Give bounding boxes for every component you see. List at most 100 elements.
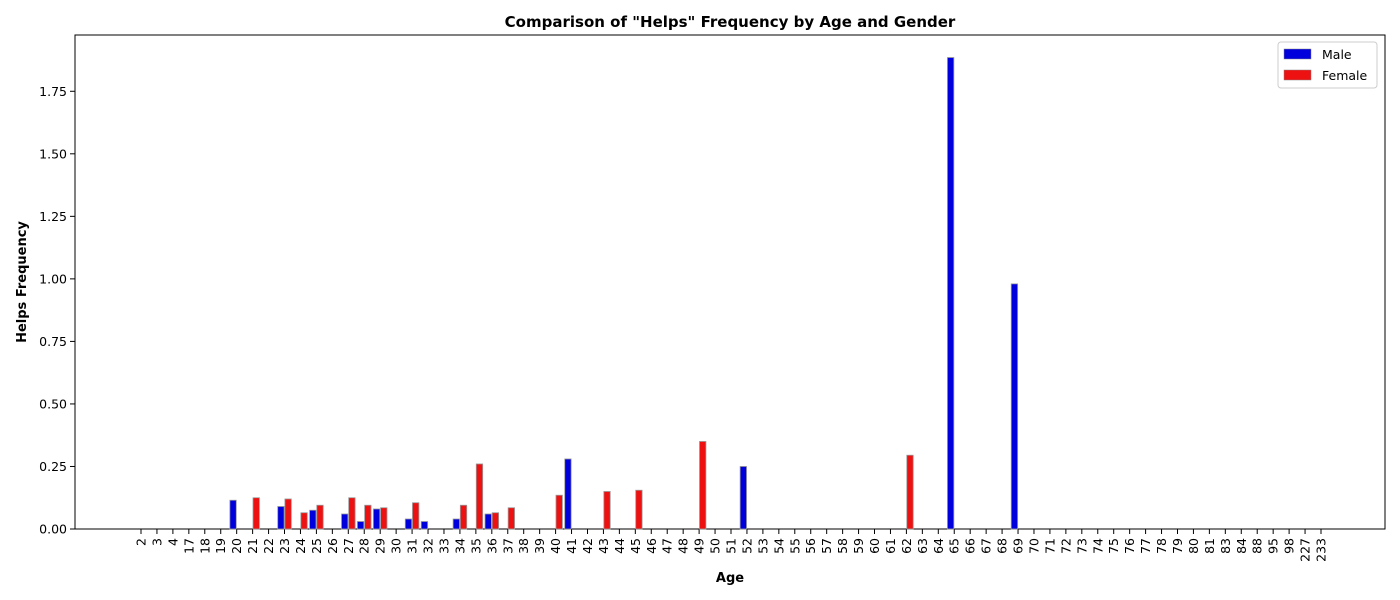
bar-male-29 [372,508,381,530]
x-tick-label: 19 [213,538,228,554]
bar-female-29 [380,507,388,530]
x-tick-label: 27 [341,538,356,554]
x-tick-label: 60 [867,538,882,554]
x-tick-label: 18 [197,538,212,554]
x-tick-label: 78 [1154,538,1169,554]
bar-female-24 [300,512,308,530]
y-tick-label: 0.50 [39,396,67,411]
x-tick-label: 53 [755,538,770,554]
x-tick-label: 26 [325,538,340,554]
bar-male-34 [452,518,460,530]
x-tick-label: 81 [1202,538,1217,554]
bar-female-36 [491,512,500,530]
y-tick-label: 1.75 [39,84,67,99]
x-tick-label: 56 [803,538,818,554]
y-axis-label: Helps Frequency [15,221,30,343]
x-tick-label: 98 [1282,538,1297,554]
bar-female-25 [316,504,324,530]
x-tick-label: 52 [739,538,754,554]
x-tick-label: 65 [947,538,962,554]
x-tick-label: 22 [261,538,276,554]
x-tick-label: 57 [819,538,834,554]
bar-female-28 [364,504,372,530]
plot-area [74,34,1386,530]
x-tick-label: 20 [229,538,244,554]
bar-male-27 [341,513,349,530]
legend-swatch-male [1283,48,1312,60]
bars-group [229,57,1019,530]
legend-label-female: Female [1322,68,1368,83]
legend: Male Female [1277,41,1378,89]
bar-male-25 [309,509,317,530]
bar-male-36 [484,513,492,530]
x-tick-label: 59 [851,538,866,554]
x-tick-label: 37 [500,538,515,554]
x-tick-label: 72 [1058,538,1073,554]
bar-female-49 [699,441,707,530]
x-tick-label: 32 [421,538,436,554]
x-tick-label: 46 [644,538,659,554]
x-tick-label: 74 [1090,538,1105,554]
x-tick-label: 42 [580,538,595,554]
x-tick-label: 17 [181,538,196,554]
x-tick-label: 69 [1011,538,1026,554]
x-tick-label: 61 [883,538,898,554]
x-tick-label: 41 [564,538,579,554]
x-tick-label: 4 [165,538,180,546]
x-tick-label: 83 [1218,538,1233,554]
x-tick-label: 48 [676,538,691,554]
x-tick-label: 36 [484,538,499,554]
bar-female-37 [507,507,515,530]
legend-swatch-female [1283,69,1312,81]
bar-female-43 [603,491,611,530]
x-tick-label: 31 [405,538,420,554]
x-tick-label: 29 [373,538,388,554]
x-tick-label: 30 [389,538,404,554]
x-tick-label: 63 [915,538,930,554]
x-tick-label: 2 [134,538,149,546]
y-tick-label: 1.50 [39,146,67,161]
x-tick-label: 71 [1042,538,1057,554]
x-tick-label: 35 [468,538,483,554]
x-tick-label: 50 [708,538,723,554]
bar-male-69 [1010,283,1019,530]
x-tick-label: 54 [771,538,786,554]
y-tick-label: 0.75 [39,334,67,349]
bar-male-32 [420,521,429,530]
x-tick-label: 73 [1074,538,1089,554]
x-tick-label: 79 [1170,538,1185,554]
x-tick-label: 33 [436,538,451,554]
x-tick-label: 75 [1106,538,1121,554]
x-tick-label: 39 [532,538,547,554]
bar-female-34 [459,504,468,530]
y-tick-label: 0.00 [39,522,67,537]
x-axis: 2 3 4 17 18 19 20 21 22 23 24 25 26 27 28 29 30 31 32 33 34 3… [134,529,1329,562]
x-tick-label: 88 [1250,538,1265,554]
y-axis: 0.00 0.25 0.50 0.75 1.00 1.25 1.50 1.75 [39,84,75,537]
x-tick-label: 95 [1266,538,1281,554]
x-tick-label: 62 [899,538,914,554]
x-axis-label: Age [716,571,744,586]
x-tick-label: 233 [1314,538,1329,562]
x-tick-label: 76 [1122,538,1137,554]
x-tick-label: 47 [660,538,675,554]
x-tick-label: 38 [516,538,531,554]
x-tick-label: 45 [628,538,643,554]
bar-female-40 [555,494,563,530]
x-tick-label: 84 [1234,538,1249,554]
bar-male-31 [404,518,413,530]
bar-female-27 [348,497,356,530]
x-tick-label: 70 [1026,538,1041,554]
bar-female-31 [412,502,420,530]
x-tick-label: 67 [979,538,994,554]
bar-male-65 [947,57,955,530]
bar-male-20 [229,499,237,530]
x-tick-label: 28 [357,538,372,554]
x-tick-label: 34 [452,538,467,554]
x-tick-label: 64 [931,538,946,554]
x-tick-label: 23 [277,538,292,554]
x-tick-label: 49 [692,538,707,554]
bar-female-35 [475,463,484,530]
y-tick-label: 1.00 [39,271,67,286]
